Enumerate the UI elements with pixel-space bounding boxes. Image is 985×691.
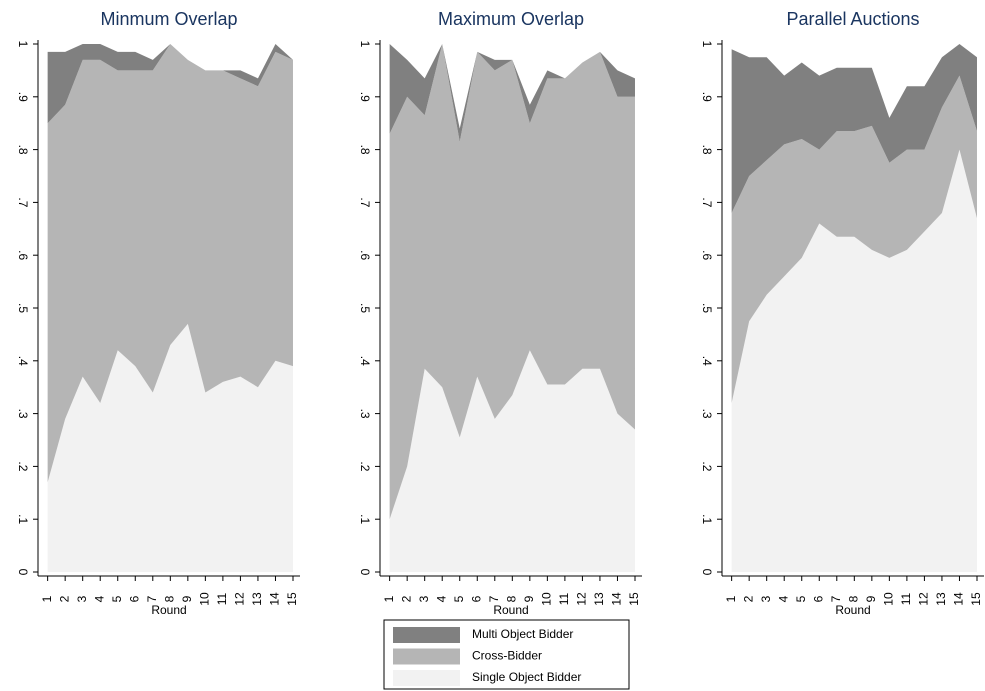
area: [731, 44, 977, 213]
x-tick-label: 4: [776, 595, 790, 602]
x-tick-label: 2: [741, 595, 755, 602]
y-tick-label: .1: [700, 514, 714, 524]
x-tick-label: 5: [794, 595, 808, 602]
y-tick-label: .2: [16, 461, 30, 471]
x-tick-label: 3: [75, 595, 89, 602]
y-tick-label: .2: [700, 461, 714, 471]
y-tick-label: .3: [16, 409, 30, 419]
legend-swatch: [393, 627, 460, 643]
y-tick-label: .8: [700, 145, 714, 155]
y-tick-label: .7: [700, 197, 714, 207]
x-tick-label: 11: [899, 592, 913, 605]
y-tick-label: 0: [700, 569, 714, 576]
x-tick-label: 9: [864, 595, 878, 602]
x-tick-label: 14: [610, 592, 624, 606]
x-tick-label: 13: [934, 592, 948, 606]
y-tick-label: .9: [16, 92, 30, 102]
x-tick-label: 7: [145, 595, 159, 602]
x-tick-label: 10: [540, 592, 554, 606]
legend-swatch: [393, 670, 460, 686]
x-axis-label: Round: [493, 603, 528, 617]
y-tick-label: .6: [700, 250, 714, 260]
y-tick-label: 0: [16, 569, 30, 576]
y-tick-label: .5: [700, 303, 714, 313]
y-tick-label: 1: [700, 41, 714, 48]
x-tick-label: 11: [557, 592, 571, 605]
x-tick-label: 8: [846, 595, 860, 602]
y-tick-label: .8: [358, 145, 372, 155]
legend-label: Cross-Bidder: [472, 649, 542, 663]
x-axis-label: Round: [151, 603, 186, 617]
x-tick-label: 5: [110, 595, 124, 602]
chart-title: Parallel Auctions: [786, 9, 919, 29]
x-tick-label: 13: [592, 592, 606, 606]
x-tick-label: 7: [487, 595, 501, 602]
x-tick-label: 15: [969, 592, 983, 606]
y-tick-label: 0: [358, 569, 372, 576]
y-tick-label: .9: [358, 92, 372, 102]
x-tick-label: 1: [382, 595, 396, 602]
x-tick-label: 12: [575, 592, 589, 606]
area: [731, 75, 977, 404]
x-tick-label: 7: [829, 595, 843, 602]
chart-title: Maximum Overlap: [438, 9, 584, 29]
y-tick-label: 1: [358, 41, 372, 48]
y-tick-label: .1: [16, 514, 30, 524]
x-tick-label: 5: [452, 595, 466, 602]
y-tick-label: .7: [358, 197, 372, 207]
x-tick-label: 1: [40, 595, 54, 602]
x-tick-label: 1: [724, 595, 738, 602]
x-axis-label: Round: [835, 603, 870, 617]
area: [389, 350, 635, 572]
y-tick-label: .2: [358, 461, 372, 471]
y-tick-label: .3: [358, 409, 372, 419]
x-tick-label: 13: [250, 592, 264, 606]
x-tick-label: 11: [215, 592, 229, 605]
x-tick-label: 14: [268, 592, 282, 606]
y-tick-label: .6: [16, 250, 30, 260]
chart-title: Minmum Overlap: [100, 9, 237, 29]
x-tick-label: 14: [952, 592, 966, 606]
x-tick-label: 10: [198, 592, 212, 606]
legend-label: Single Object Bidder: [472, 670, 581, 684]
y-tick-label: .6: [358, 250, 372, 260]
y-tick-label: .7: [16, 197, 30, 207]
x-tick-label: 2: [57, 595, 71, 602]
x-tick-label: 15: [627, 592, 641, 606]
y-tick-label: .1: [358, 514, 372, 524]
x-tick-label: 4: [92, 595, 106, 602]
x-tick-label: 3: [417, 595, 431, 602]
x-tick-label: 2: [399, 595, 413, 602]
x-tick-label: 15: [285, 592, 299, 606]
x-tick-label: 8: [162, 595, 176, 602]
x-tick-label: 6: [469, 595, 483, 602]
x-tick-label: 10: [882, 592, 896, 606]
legend-swatch: [393, 648, 460, 665]
area: [47, 323, 293, 572]
x-tick-label: 12: [233, 592, 247, 606]
x-tick-label: 12: [917, 592, 931, 606]
y-tick-label: .9: [700, 92, 714, 102]
x-tick-label: 6: [127, 595, 141, 602]
legend-label: Multi Object Bidder: [472, 627, 573, 641]
x-tick-label: 3: [759, 595, 773, 602]
x-tick-label: 4: [434, 595, 448, 602]
y-tick-label: .4: [358, 356, 372, 366]
x-tick-label: 8: [504, 595, 518, 602]
area: [47, 44, 293, 483]
y-tick-label: .4: [700, 356, 714, 366]
y-tick-label: .8: [16, 145, 30, 155]
x-tick-label: 6: [811, 595, 825, 602]
x-tick-label: 9: [180, 595, 194, 602]
y-tick-label: 1: [16, 41, 30, 48]
y-tick-label: .5: [16, 303, 30, 313]
y-tick-label: .5: [358, 303, 372, 313]
area: [389, 44, 635, 520]
x-tick-label: 9: [522, 595, 536, 602]
area: [47, 44, 293, 124]
y-tick-label: .4: [16, 356, 30, 366]
area: [731, 149, 977, 572]
y-tick-label: .3: [700, 409, 714, 419]
